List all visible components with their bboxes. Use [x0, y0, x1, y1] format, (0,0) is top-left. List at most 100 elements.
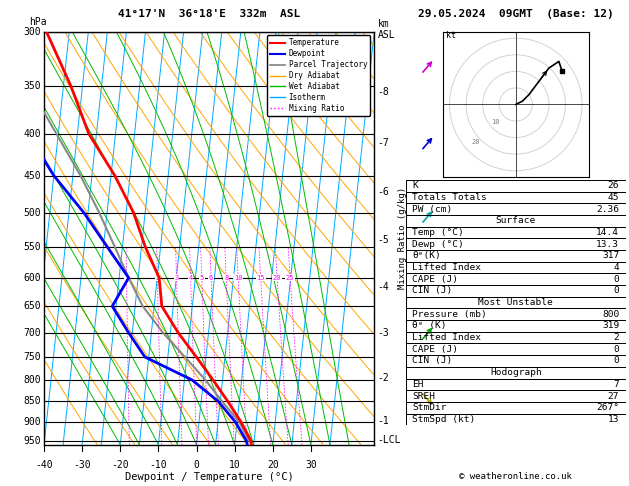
- Bar: [406, 379, 626, 390]
- Text: -8: -8: [377, 87, 389, 97]
- Bar: [406, 355, 626, 367]
- Text: 450: 450: [23, 171, 41, 181]
- Text: 319: 319: [602, 321, 619, 330]
- Text: 2: 2: [613, 333, 619, 342]
- Text: 500: 500: [23, 208, 41, 218]
- Text: 600: 600: [23, 273, 41, 283]
- Text: 0: 0: [613, 286, 619, 295]
- Text: hPa: hPa: [29, 17, 47, 27]
- Text: Hodograph: Hodograph: [490, 368, 542, 377]
- Text: 800: 800: [602, 310, 619, 319]
- Text: © weatheronline.co.uk: © weatheronline.co.uk: [459, 472, 572, 481]
- Text: 4: 4: [613, 263, 619, 272]
- Bar: [406, 191, 626, 203]
- Text: 29.05.2024  09GMT  (Base: 12): 29.05.2024 09GMT (Base: 12): [418, 9, 614, 19]
- Text: -6: -6: [377, 188, 389, 197]
- Text: 4: 4: [189, 275, 192, 281]
- Text: 2: 2: [155, 275, 160, 281]
- Text: 30: 30: [305, 460, 317, 470]
- Text: 13: 13: [608, 415, 619, 424]
- Text: 950: 950: [23, 436, 41, 446]
- Text: CIN (J): CIN (J): [413, 356, 452, 365]
- Text: Lifted Index: Lifted Index: [413, 263, 481, 272]
- Text: ASL: ASL: [377, 30, 395, 40]
- Text: 27: 27: [608, 392, 619, 400]
- Bar: [406, 367, 626, 379]
- Bar: [406, 203, 626, 215]
- Text: 20: 20: [273, 275, 281, 281]
- Text: Surface: Surface: [496, 216, 536, 225]
- Text: -5: -5: [377, 236, 389, 245]
- Text: 3: 3: [174, 275, 179, 281]
- Text: 15: 15: [257, 275, 265, 281]
- Text: 850: 850: [23, 397, 41, 406]
- Text: -10: -10: [150, 460, 167, 470]
- Text: 2.36: 2.36: [596, 205, 619, 213]
- Text: 8: 8: [224, 275, 228, 281]
- Text: StmSpd (kt): StmSpd (kt): [413, 415, 476, 424]
- Text: θᵉ (K): θᵉ (K): [413, 321, 447, 330]
- Text: Mixing Ratio (g/kg): Mixing Ratio (g/kg): [398, 187, 407, 289]
- Text: 13.3: 13.3: [596, 240, 619, 249]
- Text: -4: -4: [377, 282, 389, 293]
- Text: 10: 10: [234, 275, 242, 281]
- Bar: [406, 250, 626, 261]
- Bar: [406, 238, 626, 250]
- Text: -2: -2: [377, 373, 389, 382]
- Text: Dewp (°C): Dewp (°C): [413, 240, 464, 249]
- Text: 267°: 267°: [596, 403, 619, 412]
- Bar: [406, 261, 626, 273]
- Text: 25: 25: [286, 275, 294, 281]
- Text: 5: 5: [199, 275, 204, 281]
- Text: K: K: [413, 181, 418, 190]
- Text: 45: 45: [608, 193, 619, 202]
- Text: 26: 26: [608, 181, 619, 190]
- Text: Lifted Index: Lifted Index: [413, 333, 481, 342]
- Text: 900: 900: [23, 417, 41, 427]
- Bar: [406, 180, 626, 191]
- Text: 6: 6: [209, 275, 213, 281]
- Text: 300: 300: [23, 27, 41, 36]
- Text: 1: 1: [125, 275, 129, 281]
- Bar: [406, 296, 626, 309]
- Text: StmDir: StmDir: [413, 403, 447, 412]
- Bar: [406, 320, 626, 332]
- Text: 7: 7: [613, 380, 619, 389]
- Bar: [406, 344, 626, 355]
- Text: Pressure (mb): Pressure (mb): [413, 310, 487, 319]
- Text: -3: -3: [377, 328, 389, 338]
- Text: km: km: [377, 19, 389, 29]
- Text: -30: -30: [74, 460, 91, 470]
- Text: 0: 0: [194, 460, 199, 470]
- Text: 400: 400: [23, 129, 41, 139]
- Legend: Temperature, Dewpoint, Parcel Trajectory, Dry Adiabat, Wet Adiabat, Isotherm, Mi: Temperature, Dewpoint, Parcel Trajectory…: [267, 35, 370, 116]
- Text: PW (cm): PW (cm): [413, 205, 452, 213]
- Text: 317: 317: [602, 251, 619, 260]
- Bar: [406, 273, 626, 285]
- Text: 0: 0: [613, 356, 619, 365]
- Text: EH: EH: [413, 380, 424, 389]
- Text: 700: 700: [23, 328, 41, 337]
- Text: Most Unstable: Most Unstable: [479, 298, 553, 307]
- Text: 550: 550: [23, 242, 41, 252]
- Bar: [406, 402, 626, 414]
- Text: 350: 350: [23, 81, 41, 91]
- Bar: [406, 285, 626, 296]
- Text: Dewpoint / Temperature (°C): Dewpoint / Temperature (°C): [125, 471, 294, 482]
- Text: 14.4: 14.4: [596, 228, 619, 237]
- Text: CIN (J): CIN (J): [413, 286, 452, 295]
- Bar: [406, 390, 626, 402]
- Bar: [406, 215, 626, 226]
- Text: -40: -40: [35, 460, 53, 470]
- Text: -7: -7: [377, 138, 389, 148]
- Text: 650: 650: [23, 301, 41, 311]
- Text: 20: 20: [267, 460, 279, 470]
- Text: SREH: SREH: [413, 392, 435, 400]
- Text: CAPE (J): CAPE (J): [413, 275, 459, 284]
- Text: 10: 10: [492, 120, 500, 125]
- Bar: [406, 332, 626, 344]
- Text: -LCL: -LCL: [377, 435, 401, 445]
- Text: 0: 0: [613, 275, 619, 284]
- Text: 0: 0: [613, 345, 619, 354]
- Text: CAPE (J): CAPE (J): [413, 345, 459, 354]
